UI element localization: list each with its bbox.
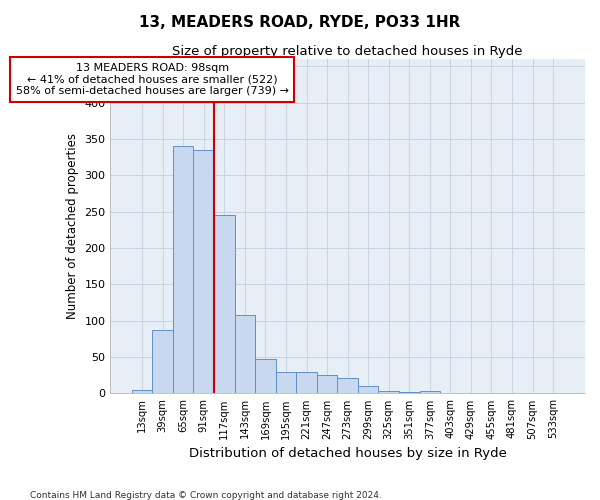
Text: 13, MEADERS ROAD, RYDE, PO33 1HR: 13, MEADERS ROAD, RYDE, PO33 1HR (139, 15, 461, 30)
Text: 13 MEADERS ROAD: 98sqm
← 41% of detached houses are smaller (522)
58% of semi-de: 13 MEADERS ROAD: 98sqm ← 41% of detached… (16, 63, 289, 96)
Bar (379, 390, 399, 394)
Bar (523, 392, 543, 394)
Bar (399, 392, 419, 394)
Bar (214, 216, 235, 394)
Bar (358, 386, 379, 394)
Bar (440, 392, 461, 394)
Bar (337, 378, 358, 394)
Bar (235, 315, 255, 394)
Bar (255, 358, 275, 394)
Text: Contains HM Land Registry data © Crown copyright and database right 2024.: Contains HM Land Registry data © Crown c… (30, 490, 382, 500)
Y-axis label: Number of detached properties: Number of detached properties (65, 134, 79, 320)
Bar (152, 330, 173, 394)
Bar (275, 372, 296, 394)
X-axis label: Distribution of detached houses by size in Ryde: Distribution of detached houses by size … (188, 447, 506, 460)
Bar (296, 372, 317, 394)
Bar (317, 376, 337, 394)
Bar (193, 150, 214, 394)
Bar (132, 390, 152, 394)
Bar (461, 392, 481, 394)
Title: Size of property relative to detached houses in Ryde: Size of property relative to detached ho… (172, 45, 523, 58)
Bar (419, 392, 440, 394)
Bar (173, 146, 193, 394)
